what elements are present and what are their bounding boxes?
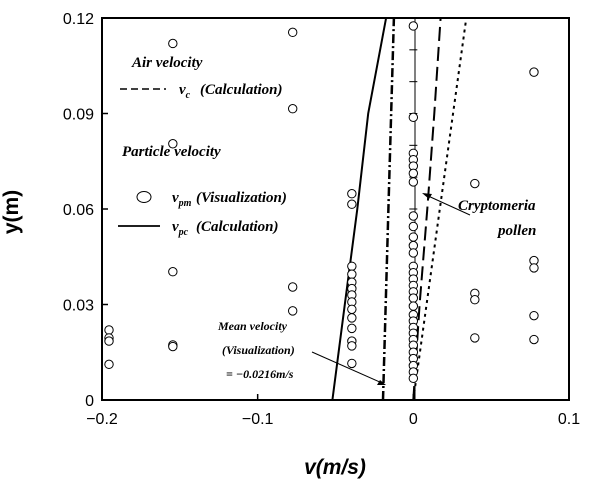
data-point (104, 359, 114, 370)
data-point (408, 177, 419, 187)
data-point (168, 267, 178, 277)
data-point (347, 269, 357, 279)
data-point (168, 341, 178, 352)
legend-swatch-vpm (136, 191, 152, 203)
y-axis-title: y(m) (0, 190, 23, 234)
legend-var-vpc-main: v (172, 219, 179, 235)
x-tick-label: −0.1 (242, 411, 274, 428)
data-point (408, 301, 419, 311)
data-point (347, 323, 357, 334)
y-tick-label: 0.03 (63, 298, 94, 315)
mean-velocity-arrow (311, 351, 383, 384)
data-point (104, 336, 114, 346)
legend-var-vc-main: v (179, 82, 186, 98)
mean-velocity-line3: = −0.0216m/s (226, 367, 294, 381)
legend-var-vc-sub: c (186, 90, 191, 101)
data-point (529, 263, 539, 273)
legend-label-vpm: (Visualization) (196, 190, 287, 206)
plot-frame (101, 17, 570, 401)
x-tick-label: −0.2 (86, 411, 118, 428)
data-point (470, 333, 480, 343)
mean-velocity-line1: Mean velocity (217, 319, 288, 333)
cryptomeria-label-line1: Cryptomeria (458, 198, 536, 214)
plot-area (101, 17, 570, 401)
legend-var-vc: vc (179, 82, 191, 101)
x-axis-title: v(m/s) (304, 456, 366, 479)
data-point (347, 341, 357, 351)
data-point (408, 221, 419, 232)
y-tick-label: 0.06 (63, 202, 94, 219)
data-point (347, 261, 357, 271)
data-point (347, 199, 357, 209)
annotations: Cryptomeria pollen Mean velocity (Visual… (217, 193, 536, 385)
legend-heading-particle: Particle velocity (122, 144, 221, 160)
data-point (408, 293, 419, 303)
series-line-vpc-calculation (331, 17, 388, 401)
x-tick-label: 0 (409, 411, 418, 428)
y-tick-label: 0.12 (63, 11, 94, 28)
mean-velocity-arrowhead (377, 380, 386, 385)
data-point (408, 232, 419, 242)
mean-velocity-line2: (Visualization) (222, 343, 295, 357)
data-point (347, 189, 357, 199)
legend-var-vpc: vpc (172, 219, 189, 238)
legend: Air velocity vc (Calculation) Particle v… (118, 55, 287, 238)
data-point (470, 178, 480, 189)
data-point (408, 248, 419, 258)
legend-label-vpc: (Calculation) (196, 219, 279, 235)
series-line-vc-calculation (412, 17, 442, 401)
legend-var-vpm-sub: pm (178, 198, 192, 209)
series-points (104, 21, 539, 384)
legend-var-vpm-main: v (172, 190, 179, 206)
tick-labels: −0.2 −0.1 0 0.1 0 0.03 0.06 0.09 0.12 (63, 11, 580, 428)
legend-heading-air: Air velocity (131, 55, 203, 71)
series-line-mean-velocity-line (381, 17, 396, 401)
legend-label-vc: (Calculation) (200, 82, 283, 98)
cryptomeria-arrow (425, 194, 471, 216)
series-line-dotted-line (412, 17, 468, 401)
data-point (287, 104, 298, 114)
data-point (408, 112, 419, 123)
data-point (287, 27, 298, 38)
x-tick-label: 0.1 (558, 411, 580, 428)
y-tick-label: 0.09 (63, 107, 94, 124)
data-point (529, 334, 539, 345)
legend-var-vpm: vpm (172, 190, 192, 209)
data-point (529, 67, 539, 77)
data-point (408, 211, 419, 221)
cryptomeria-label-line2: pollen (496, 223, 536, 239)
data-point (529, 310, 539, 321)
cryptomeria-arrowhead (422, 193, 432, 199)
data-point (408, 168, 419, 179)
series-lines (331, 17, 468, 401)
data-point (287, 306, 298, 316)
y-tick-label: 0 (85, 393, 94, 410)
data-point (347, 304, 357, 314)
data-point (168, 139, 178, 149)
data-point (168, 38, 178, 49)
data-point (470, 295, 480, 305)
data-point (347, 313, 357, 323)
data-point (104, 325, 114, 335)
legend-var-vpc-sub: pc (178, 227, 189, 238)
data-point (408, 373, 419, 384)
data-point (287, 282, 298, 292)
data-point (347, 358, 357, 369)
data-point (408, 21, 419, 31)
